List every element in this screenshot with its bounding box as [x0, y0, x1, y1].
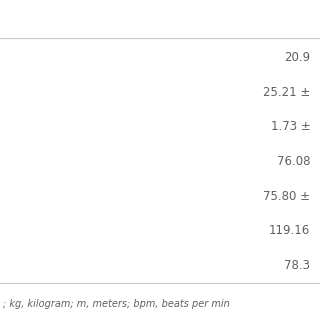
Text: 119.16: 119.16 [269, 224, 310, 237]
Text: 20.9: 20.9 [284, 51, 310, 64]
Text: ; kg, kilogram; m, meters; bpm, beats per min: ; kg, kilogram; m, meters; bpm, beats pe… [3, 299, 230, 309]
Text: 76.08: 76.08 [277, 155, 310, 168]
Text: 25.21 ±: 25.21 ± [263, 86, 310, 99]
Text: 78.3: 78.3 [284, 259, 310, 272]
Text: 1.73 ±: 1.73 ± [271, 120, 310, 133]
Text: 75.80 ±: 75.80 ± [263, 190, 310, 203]
